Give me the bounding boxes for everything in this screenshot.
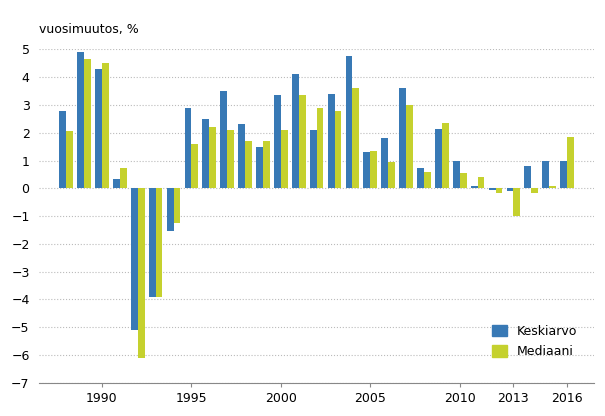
Bar [263,141,270,188]
Bar [399,88,406,188]
Bar [191,144,198,188]
Bar [220,91,227,188]
Bar [460,173,466,188]
Bar [495,188,502,193]
Bar [310,130,316,188]
Bar [560,161,567,188]
Text: vuosimuutos, %: vuosimuutos, % [39,23,139,36]
Bar [471,186,477,188]
Bar [435,129,442,188]
Bar [328,94,335,188]
Bar [149,188,155,297]
Bar [531,188,538,193]
Bar [59,111,66,188]
Bar [364,152,370,188]
Bar [292,74,299,188]
Bar [185,108,191,188]
Bar [417,168,424,188]
Bar [345,56,352,188]
Bar [238,124,245,188]
Bar [489,188,495,190]
Bar [155,188,162,297]
Bar [549,186,556,188]
Bar [95,69,102,188]
Bar [381,139,388,188]
Bar [567,137,574,188]
Bar [424,172,431,188]
Bar [256,147,263,188]
Bar [174,188,180,223]
Bar [209,127,216,188]
Bar [77,52,84,188]
Legend: Keskiarvo, Mediaani: Keskiarvo, Mediaani [486,320,582,363]
Bar [506,188,514,191]
Bar [525,166,531,188]
Bar [274,95,281,188]
Bar [477,177,485,188]
Bar [113,178,120,188]
Bar [66,131,73,188]
Bar [406,105,413,188]
Bar [316,108,324,188]
Bar [131,188,138,330]
Bar [167,188,174,231]
Bar [203,119,209,188]
Bar [299,95,306,188]
Bar [245,141,252,188]
Bar [514,188,520,216]
Bar [542,161,549,188]
Bar [138,188,145,358]
Bar [370,151,377,188]
Bar [335,111,341,188]
Bar [453,161,460,188]
Bar [84,59,91,188]
Bar [281,130,287,188]
Bar [227,130,234,188]
Bar [388,162,395,188]
Bar [120,168,126,188]
Bar [102,63,109,188]
Bar [442,123,449,188]
Bar [352,88,359,188]
